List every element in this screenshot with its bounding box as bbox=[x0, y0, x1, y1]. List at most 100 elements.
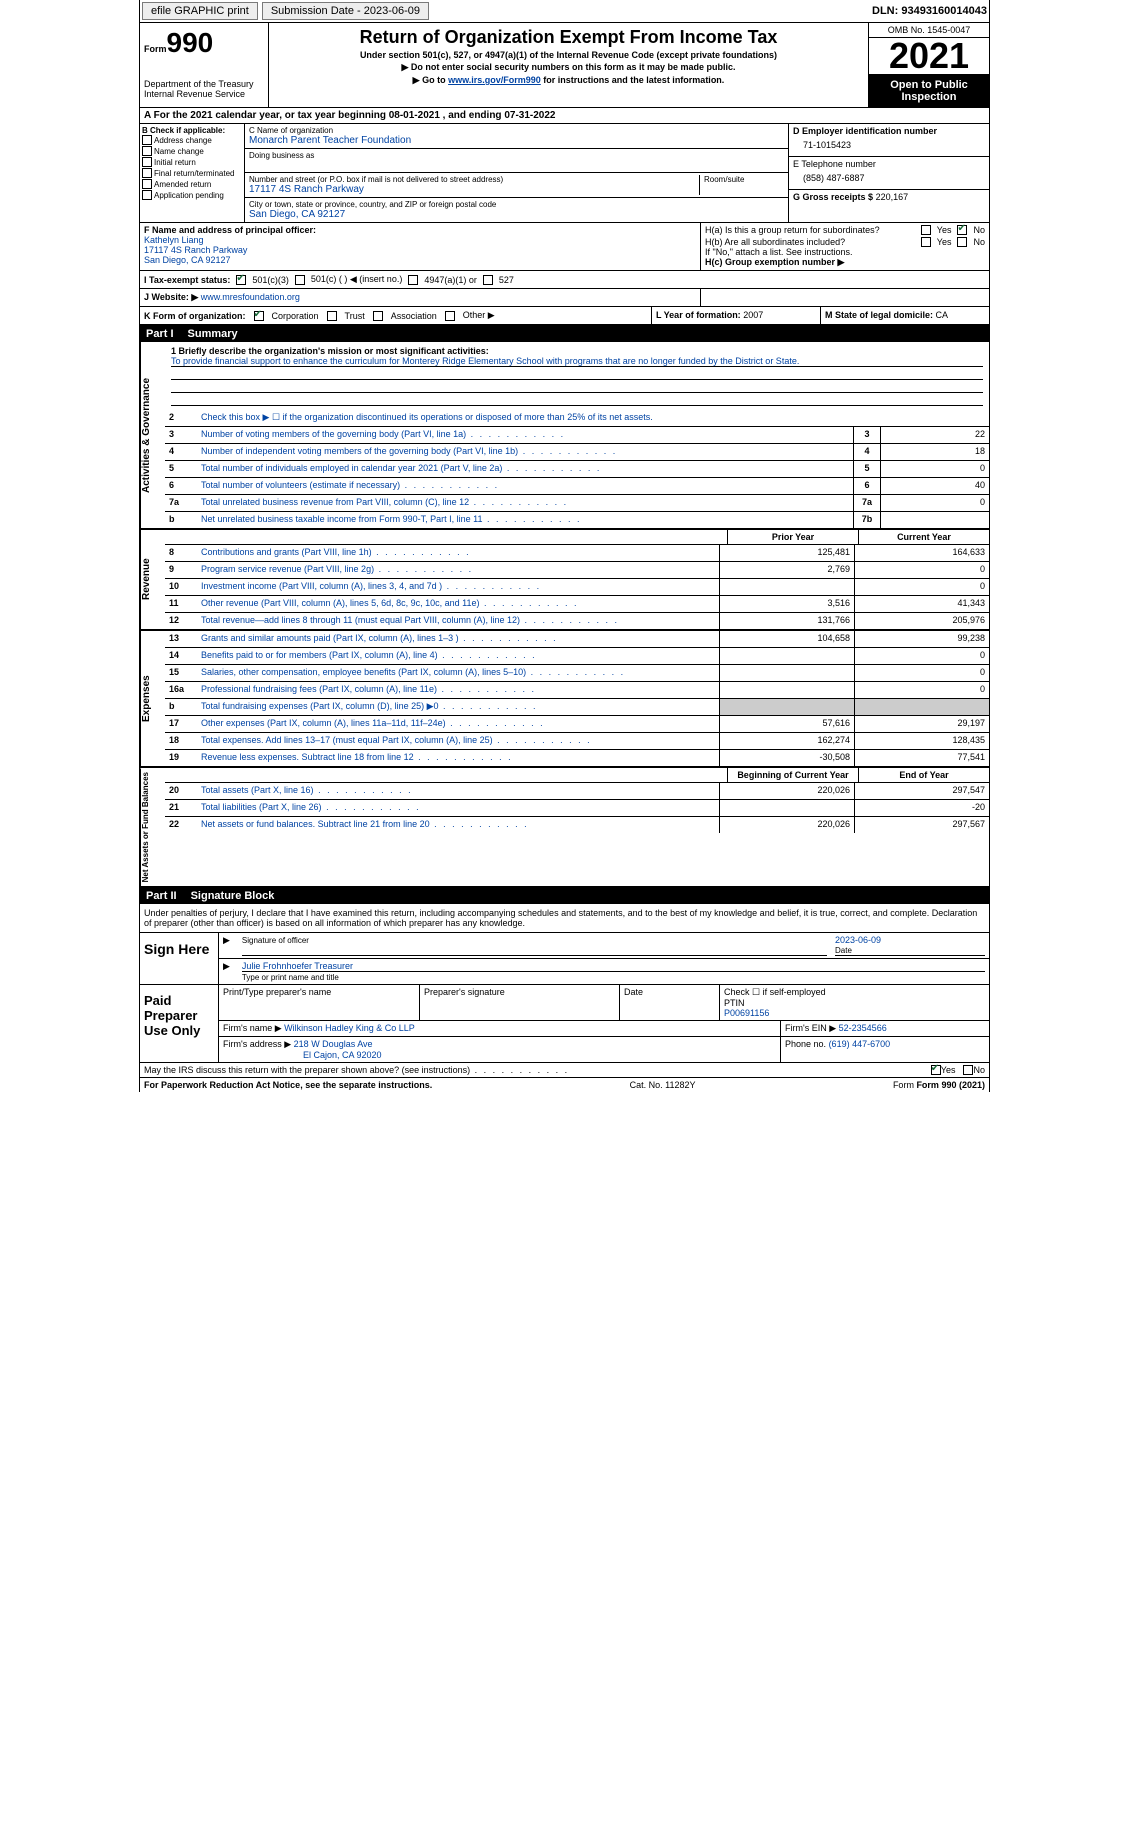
ptin-label: PTIN bbox=[724, 998, 745, 1008]
cb-name-change[interactable] bbox=[142, 146, 152, 156]
line-desc: Total revenue—add lines 8 through 11 (mu… bbox=[197, 613, 719, 629]
ha-label: H(a) Is this a group return for subordin… bbox=[705, 225, 915, 235]
line-desc: Net unrelated business taxable income fr… bbox=[197, 512, 853, 528]
line-num: 11 bbox=[165, 596, 197, 612]
line-value: 22 bbox=[880, 427, 989, 443]
line-box: 5 bbox=[853, 461, 880, 477]
cb-assoc[interactable] bbox=[373, 311, 383, 321]
col-b-checkboxes: B Check if applicable: Address change Na… bbox=[140, 124, 245, 222]
cb-initial-return[interactable] bbox=[142, 157, 152, 167]
prior-value: 131,766 bbox=[719, 613, 854, 629]
prep-name-label: Print/Type preparer's name bbox=[219, 985, 419, 1021]
line-num: 21 bbox=[165, 800, 197, 816]
k-other: Other ▶ bbox=[463, 310, 495, 321]
line-num: 18 bbox=[165, 733, 197, 749]
line-num: 4 bbox=[165, 444, 197, 460]
cb-501c3[interactable] bbox=[236, 275, 246, 285]
vlabel-governance: Activities & Governance bbox=[140, 342, 165, 528]
cb-527[interactable] bbox=[483, 275, 493, 285]
form-header: Form990 Department of the Treasury Inter… bbox=[140, 23, 989, 108]
vlabel-expenses: Expenses bbox=[140, 631, 165, 766]
form-title: Return of Organization Exempt From Incom… bbox=[273, 27, 864, 48]
street-address: 17117 4S Ranch Parkway bbox=[249, 184, 699, 195]
line-num: b bbox=[165, 699, 197, 715]
prior-value: 220,026 bbox=[719, 817, 854, 833]
line-value: 0 bbox=[880, 461, 989, 477]
pra-notice: For Paperwork Reduction Act Notice, see … bbox=[144, 1080, 432, 1090]
part-2-header: Part II Signature Block bbox=[140, 888, 989, 904]
cb-discuss-yes[interactable] bbox=[931, 1065, 941, 1075]
cat-no: Cat. No. 11282Y bbox=[630, 1080, 696, 1090]
prior-value bbox=[719, 800, 854, 816]
prior-value: 104,658 bbox=[719, 631, 854, 647]
b-header: B Check if applicable: bbox=[142, 126, 242, 135]
sign-here-label: Sign Here bbox=[140, 933, 219, 984]
prior-value: 125,481 bbox=[719, 545, 854, 561]
efile-print-button[interactable]: efile GRAPHIC print bbox=[142, 2, 258, 20]
cb-corp[interactable] bbox=[254, 311, 264, 321]
form-footer: Form Form 990 (2021) bbox=[893, 1080, 985, 1090]
prior-value: 220,026 bbox=[719, 783, 854, 799]
ein-label: D Employer identification number bbox=[793, 126, 985, 136]
line-desc: Grants and similar amounts paid (Part IX… bbox=[197, 631, 719, 647]
prior-value bbox=[719, 699, 854, 715]
sig-date-label: Date bbox=[835, 946, 852, 955]
cb-4947[interactable] bbox=[408, 275, 418, 285]
current-value: 0 bbox=[854, 562, 989, 578]
current-value: 41,343 bbox=[854, 596, 989, 612]
cb-other[interactable] bbox=[445, 311, 455, 321]
cb-trust[interactable] bbox=[327, 311, 337, 321]
cb-hb-no[interactable] bbox=[957, 237, 967, 247]
dba-label: Doing business as bbox=[249, 151, 784, 160]
submission-date-button[interactable]: Submission Date - 2023-06-09 bbox=[262, 2, 429, 20]
check-self-label: Check ☐ if self-employed bbox=[724, 987, 985, 998]
line-box: 7a bbox=[853, 495, 880, 511]
line-desc: Number of independent voting members of … bbox=[197, 444, 853, 460]
officer-city: San Diego, CA 92127 bbox=[144, 255, 696, 265]
sig-date-value: 2023-06-09 bbox=[835, 935, 985, 945]
cb-ha-no[interactable] bbox=[957, 225, 967, 235]
cb-ha-yes[interactable] bbox=[921, 225, 931, 235]
cb-final-return[interactable] bbox=[142, 168, 152, 178]
head-end-year: End of Year bbox=[858, 768, 989, 782]
row-2-desc: Check this box ▶ ☐ if the organization d… bbox=[197, 410, 989, 426]
line-num: 3 bbox=[165, 427, 197, 443]
head-current-year: Current Year bbox=[858, 530, 989, 544]
i-label: I Tax-exempt status: bbox=[144, 275, 230, 285]
c-name-label: C Name of organization bbox=[249, 126, 784, 135]
website-value[interactable]: www.mresfoundation.org bbox=[201, 292, 300, 302]
head-begin-year: Beginning of Current Year bbox=[727, 768, 858, 782]
lb-final-return: Final return/terminated bbox=[154, 169, 234, 178]
hb-yes: Yes bbox=[937, 237, 952, 247]
line-desc: Total number of individuals employed in … bbox=[197, 461, 853, 477]
k-assoc: Association bbox=[391, 311, 437, 321]
line-num: 6 bbox=[165, 478, 197, 494]
line-desc: Total liabilities (Part X, line 26) bbox=[197, 800, 719, 816]
line-box: 6 bbox=[853, 478, 880, 494]
print-name-label: Type or print name and title bbox=[242, 973, 339, 982]
cb-address-change[interactable] bbox=[142, 135, 152, 145]
line-desc: Revenue less expenses. Subtract line 18 … bbox=[197, 750, 719, 766]
cb-amended[interactable] bbox=[142, 179, 152, 189]
city-label: City or town, state or province, country… bbox=[249, 200, 784, 209]
line-num: 17 bbox=[165, 716, 197, 732]
line-desc: Program service revenue (Part VIII, line… bbox=[197, 562, 719, 578]
current-value: -20 bbox=[854, 800, 989, 816]
line-desc: Total assets (Part X, line 16) bbox=[197, 783, 719, 799]
subtitle-2: ▶ Do not enter social security numbers o… bbox=[273, 62, 864, 73]
prior-value: 162,274 bbox=[719, 733, 854, 749]
cb-discuss-no[interactable] bbox=[963, 1065, 973, 1075]
cb-app-pending[interactable] bbox=[142, 190, 152, 200]
addr-label: Number and street (or P.O. box if mail i… bbox=[249, 175, 699, 184]
irs-link[interactable]: www.irs.gov/Form990 bbox=[448, 75, 541, 85]
lb-initial-return: Initial return bbox=[154, 158, 196, 167]
form-word: Form bbox=[144, 44, 167, 54]
prior-value: 3,516 bbox=[719, 596, 854, 612]
line-desc: Professional fundraising fees (Part IX, … bbox=[197, 682, 719, 698]
line-num: 16a bbox=[165, 682, 197, 698]
top-toolbar: efile GRAPHIC print Submission Date - 20… bbox=[140, 0, 989, 23]
cb-501c[interactable] bbox=[295, 275, 305, 285]
cb-hb-yes[interactable] bbox=[921, 237, 931, 247]
line-desc: Net assets or fund balances. Subtract li… bbox=[197, 817, 719, 833]
phone-label: Phone no. bbox=[785, 1039, 826, 1049]
